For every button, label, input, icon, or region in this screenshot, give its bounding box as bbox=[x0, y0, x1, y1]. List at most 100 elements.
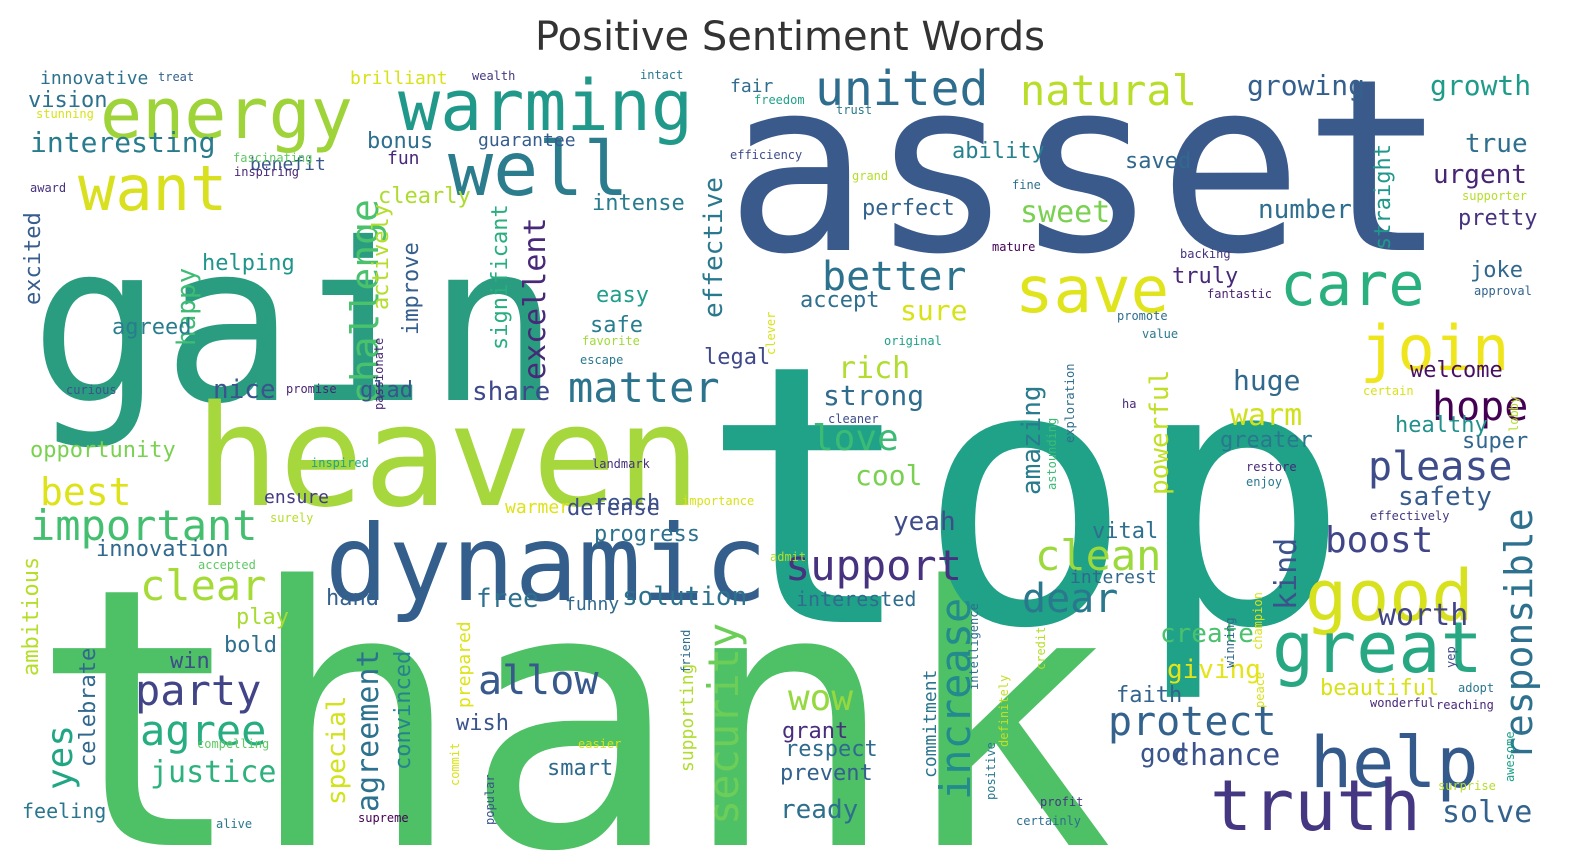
word-freedom: freedom bbox=[754, 93, 805, 107]
word-agreed: agreed bbox=[112, 315, 191, 340]
word-vision: vision bbox=[28, 88, 107, 113]
word-party: party bbox=[135, 666, 261, 715]
word-defense: defense bbox=[567, 496, 660, 521]
word-reach: reach bbox=[594, 491, 660, 516]
word-clean: clean bbox=[1035, 531, 1161, 580]
word-significant: significant bbox=[488, 204, 513, 350]
word-accept: accept bbox=[800, 288, 879, 313]
word-beautiful: beautiful bbox=[1320, 676, 1439, 701]
word-share: share bbox=[472, 377, 550, 407]
word-trust: trust bbox=[836, 103, 872, 117]
word-legal: legal bbox=[704, 345, 770, 370]
word-bonus: bonus bbox=[367, 129, 433, 154]
word-thank: thank bbox=[30, 511, 1114, 860]
word-agree: agree bbox=[140, 706, 266, 755]
word-straight: straight bbox=[1371, 144, 1396, 250]
word-celebrate: celebrate bbox=[76, 648, 101, 767]
word-credit: credit bbox=[1034, 627, 1048, 670]
word-importance: importance bbox=[682, 494, 754, 508]
word-compelling: compelling bbox=[197, 737, 269, 751]
word-award: award bbox=[30, 181, 66, 195]
word-truly: truly bbox=[1172, 264, 1238, 289]
word-wish: wish bbox=[456, 711, 509, 736]
word-inspired: inspired bbox=[311, 456, 369, 470]
word-increase: increase bbox=[931, 598, 980, 800]
word-landmark: landmark bbox=[592, 457, 651, 471]
word-nice: nice bbox=[213, 375, 276, 405]
word-excited: excited bbox=[21, 212, 46, 305]
word-dear: dear bbox=[1022, 576, 1118, 622]
word-better: better bbox=[822, 254, 967, 300]
word-guarantee: guarantee bbox=[478, 130, 576, 151]
word-certainly: certainly bbox=[1016, 814, 1081, 828]
word-excellent: excellent bbox=[518, 217, 553, 380]
word-effective: effective bbox=[699, 177, 729, 318]
word-curious: curious bbox=[66, 383, 117, 397]
word-play: play bbox=[236, 605, 289, 630]
word-lobby: lobby bbox=[1507, 396, 1521, 432]
word-top: top bbox=[700, 288, 1350, 707]
word-solve: solve bbox=[1442, 795, 1532, 830]
word-win: win bbox=[170, 649, 210, 674]
word-challenge: challenge bbox=[343, 199, 387, 405]
word-please: please bbox=[1368, 444, 1513, 490]
word-faith: faith bbox=[1116, 683, 1182, 708]
word-welcome: welcome bbox=[1410, 358, 1503, 383]
word-popular: popular bbox=[483, 774, 497, 825]
word-fascinating: fascinating bbox=[233, 151, 312, 165]
word-surely: surely bbox=[270, 511, 313, 525]
word-profit: profit bbox=[1040, 795, 1083, 809]
word-improve: improve bbox=[399, 242, 424, 335]
word-security: security bbox=[699, 623, 748, 825]
word-progress: progress bbox=[594, 522, 700, 547]
word-super: super bbox=[1462, 429, 1528, 454]
word-ambitious: ambitious bbox=[19, 557, 44, 676]
word-innovation: innovation bbox=[96, 537, 228, 562]
word-easy: easy bbox=[596, 283, 649, 308]
word-matter: matter bbox=[568, 363, 720, 412]
word-commit: commit bbox=[448, 743, 462, 786]
word-well: well bbox=[448, 125, 629, 213]
word-perfect: perfect bbox=[862, 196, 955, 221]
word-opportunity: opportunity bbox=[30, 438, 176, 463]
word-interest: interest bbox=[1070, 567, 1157, 588]
word-urgent: urgent bbox=[1433, 160, 1527, 190]
word-wonderful: wonderful bbox=[1370, 696, 1435, 710]
word-strong: strong bbox=[823, 379, 924, 412]
word-interested: interested bbox=[796, 587, 916, 611]
word-inspiring: inspiring bbox=[234, 165, 299, 179]
word-sure: sure bbox=[900, 294, 967, 327]
word-prevent: prevent bbox=[780, 761, 873, 786]
word-definitely: definitely bbox=[997, 675, 1011, 747]
word-care: care bbox=[1280, 250, 1425, 320]
word-huge: huge bbox=[1233, 364, 1300, 397]
word-save: save bbox=[1015, 254, 1169, 328]
word-joke: joke bbox=[1470, 258, 1523, 283]
word-surprise: surprise bbox=[1438, 779, 1496, 793]
word-prepared: prepared bbox=[454, 621, 475, 708]
word-gain: gain bbox=[30, 196, 560, 452]
word-ensure: ensure bbox=[264, 487, 329, 508]
word-wealth: wealth bbox=[472, 69, 515, 83]
word-greater: greater bbox=[1220, 428, 1313, 453]
word-important: important bbox=[30, 501, 258, 550]
word-united: united bbox=[815, 61, 988, 117]
word-interesting: interesting bbox=[30, 126, 215, 159]
word-restore: restore bbox=[1246, 460, 1297, 474]
word-mature: mature bbox=[992, 240, 1035, 254]
word-value: value bbox=[1142, 327, 1178, 341]
word-convinced: convinced bbox=[391, 651, 416, 770]
word-exploration: exploration bbox=[1063, 364, 1077, 443]
word-easier: easier bbox=[578, 737, 621, 751]
word-fantastic: fantastic bbox=[1207, 287, 1272, 301]
word-effectively: effectively bbox=[1370, 509, 1449, 523]
word-intelligence: intelligence bbox=[967, 603, 981, 690]
word-intact: intact bbox=[640, 68, 683, 82]
word-help: help bbox=[1310, 722, 1479, 804]
word-yeah: yeah bbox=[893, 507, 956, 537]
word-protect: protect bbox=[1108, 699, 1277, 745]
word-special: special bbox=[322, 695, 352, 805]
word-peace: peace bbox=[1253, 672, 1267, 708]
word-cleaner: cleaner bbox=[828, 412, 879, 426]
word-vital: vital bbox=[1092, 519, 1158, 544]
